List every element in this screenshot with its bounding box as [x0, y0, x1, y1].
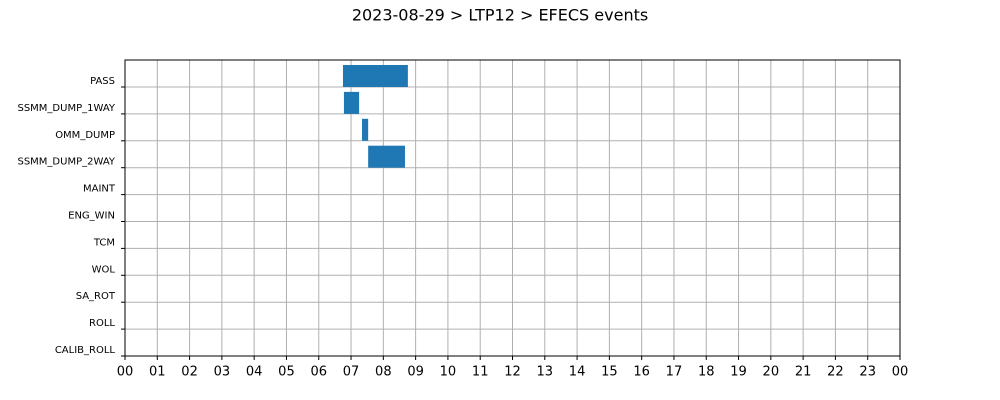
- x-tick-label: 04: [246, 365, 263, 380]
- x-tick-label: 06: [310, 365, 327, 380]
- y-tick-label: ENG_WIN: [68, 211, 115, 222]
- y-tick-label: CALIB_ROLL: [55, 345, 116, 356]
- x-tick-label: 00: [892, 365, 909, 380]
- plot-frame: [124, 59, 901, 357]
- x-tick-label: 16: [633, 365, 650, 380]
- x-tick-label: 01: [149, 365, 166, 380]
- x-tick-label: 07: [343, 365, 360, 380]
- x-tick-label: 03: [214, 365, 231, 380]
- x-tick-label: 10: [440, 365, 457, 380]
- x-tick-label: 00: [117, 365, 134, 380]
- x-tick-label: 09: [407, 365, 424, 380]
- x-tick-label: 17: [666, 365, 683, 380]
- x-tick-label: 21: [795, 365, 812, 380]
- y-tick-label: ROLL: [89, 318, 115, 329]
- x-tick-label: 14: [569, 365, 586, 380]
- event-bar: [368, 145, 405, 168]
- event-bar: [362, 118, 369, 141]
- y-tick-label: SSMM_DUMP_2WAY: [17, 157, 115, 168]
- y-tick-label: WOL: [92, 264, 116, 275]
- x-tick-label: 22: [827, 365, 844, 380]
- x-tick-label: 05: [278, 365, 295, 380]
- y-tick-label: SSMM_DUMP_1WAY: [17, 103, 115, 114]
- x-tick-label: 23: [859, 365, 876, 380]
- x-tick-label: 18: [698, 365, 715, 380]
- x-tick-label: 12: [504, 365, 521, 380]
- y-tick-label: SA_ROT: [76, 291, 116, 302]
- x-tick-label: 02: [181, 365, 198, 380]
- x-tick-label: 19: [730, 365, 747, 380]
- y-tick-label: OMM_DUMP: [55, 130, 115, 141]
- event-bar: [343, 91, 360, 114]
- x-tick-label: 20: [763, 365, 780, 380]
- event-bar: [342, 65, 408, 87]
- y-tick-label: PASS: [90, 76, 115, 87]
- x-tick-label: 15: [601, 365, 618, 380]
- y-tick-label: TCM: [93, 237, 115, 248]
- x-tick-label: 11: [472, 365, 489, 380]
- x-tick-label: 08: [375, 365, 392, 380]
- chart-title: 2023-08-29 > LTP12 > EFECS events: [352, 6, 648, 25]
- y-tick-label: MAINT: [83, 184, 116, 195]
- x-tick-label: 13: [537, 365, 554, 380]
